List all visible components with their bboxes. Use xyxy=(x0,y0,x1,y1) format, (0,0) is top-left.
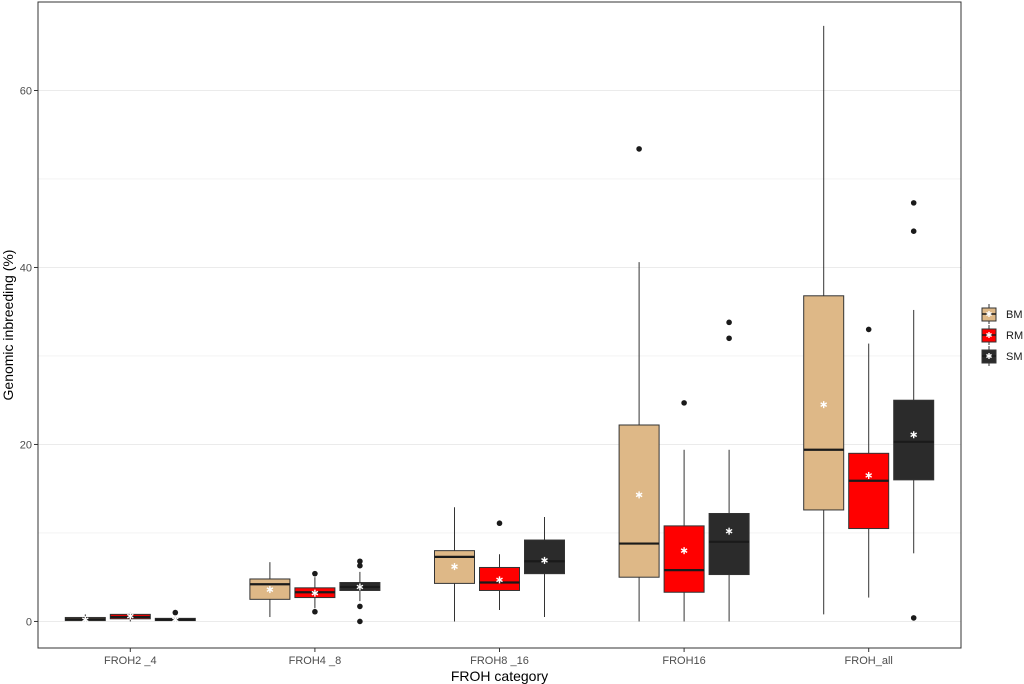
outlier-point xyxy=(910,200,917,206)
box-bm-3 xyxy=(618,146,660,622)
mean-marker-stroke xyxy=(451,564,458,569)
mean-marker xyxy=(266,586,274,594)
box-rm-4 xyxy=(848,326,890,598)
mean-marker-stroke xyxy=(311,590,319,596)
box-body xyxy=(848,452,890,530)
box-rm-3 xyxy=(663,400,705,622)
box-body xyxy=(524,539,565,575)
box-sm-3 xyxy=(708,319,750,622)
box-rm-0 xyxy=(109,612,151,622)
box-sm-4 xyxy=(893,200,935,621)
mean-marker xyxy=(725,527,733,535)
mean-marker-stroke xyxy=(725,528,733,534)
outlier-point xyxy=(312,608,318,615)
mean-marker-stroke xyxy=(356,584,364,590)
boxes xyxy=(64,25,935,625)
mean-marker xyxy=(910,431,918,439)
x-tick-label: FROH4 _8 xyxy=(289,655,342,667)
x-tick-label: FROH_all xyxy=(845,655,893,667)
x-tick-label: FROH2 _4 xyxy=(104,655,157,667)
mean-marker xyxy=(820,401,828,409)
mean-marker xyxy=(171,616,179,624)
legend-item-sm: SM xyxy=(981,346,1023,366)
outlier-point xyxy=(496,520,503,527)
mean-marker-stroke xyxy=(910,432,918,438)
mean-marker-stroke xyxy=(986,332,992,338)
outlier-point xyxy=(726,335,732,342)
legend-item-rm: RM xyxy=(981,325,1023,345)
outlier-point xyxy=(910,615,917,621)
mean-marker-stroke xyxy=(680,548,688,554)
mean-marker xyxy=(496,576,503,584)
x-tick-label: FROH8 _16 xyxy=(470,655,529,667)
box-body xyxy=(618,424,660,578)
mean-marker-stroke xyxy=(541,558,548,563)
mean-marker xyxy=(311,589,319,597)
x-tick-label: FROH16 xyxy=(662,655,705,667)
y-tick-label: 0 xyxy=(26,616,32,628)
mean-marker-stroke xyxy=(865,473,873,478)
mean-marker-stroke xyxy=(820,402,828,408)
mean-marker xyxy=(356,583,364,591)
box-bm-1 xyxy=(249,562,291,618)
outlier-point xyxy=(357,618,363,625)
box-body xyxy=(708,512,750,576)
mean-marker xyxy=(986,353,992,359)
outlier-point xyxy=(636,146,642,152)
box-bm-2 xyxy=(434,507,475,622)
box-rm-1 xyxy=(294,570,336,615)
outlier-point xyxy=(312,570,318,577)
legend-label: BM xyxy=(1006,309,1023,321)
mean-marker-stroke xyxy=(635,492,643,498)
box-sm-0 xyxy=(154,609,196,624)
outlier-point xyxy=(357,558,363,565)
mean-marker-stroke xyxy=(986,353,992,359)
mean-marker xyxy=(81,616,89,624)
outlier-point xyxy=(357,603,363,610)
box-body xyxy=(663,525,705,593)
mean-marker xyxy=(541,556,548,564)
box-rm-2 xyxy=(479,520,520,610)
y-tick-label: 20 xyxy=(20,439,32,451)
y-tick-label: 40 xyxy=(20,262,32,274)
mean-marker xyxy=(865,471,873,479)
mean-marker-stroke xyxy=(986,311,992,317)
mean-marker-stroke xyxy=(496,577,503,583)
mean-marker-stroke xyxy=(81,617,89,623)
outlier-point xyxy=(357,562,363,569)
mean-marker xyxy=(680,547,688,555)
legend-label: SM xyxy=(1006,351,1023,363)
axes: 0 20 40 60 FROH2 _4 FROH4 _8 FROH8 _16 FROH16 FR… xyxy=(20,85,893,667)
mean-marker xyxy=(451,563,458,571)
y-axis-title: Genomic inbreeding (%) xyxy=(0,250,16,401)
mean-marker xyxy=(126,612,134,620)
x-axis-title: FROH category xyxy=(451,668,548,684)
mean-marker xyxy=(986,311,992,317)
y-tick-label: 60 xyxy=(20,85,32,97)
mean-marker-stroke xyxy=(126,613,134,619)
gridlines xyxy=(38,89,961,622)
mean-marker-stroke xyxy=(266,587,274,592)
box-sm-1 xyxy=(339,558,381,625)
box-sm-2 xyxy=(524,517,565,618)
outlier-point xyxy=(172,609,179,616)
box-body xyxy=(893,399,935,481)
outlier-point xyxy=(910,228,917,234)
mean-marker xyxy=(635,491,643,499)
legend: BM RM SM xyxy=(981,304,1023,366)
outlier-point xyxy=(681,400,687,406)
legend-label: RM xyxy=(1006,330,1023,342)
mean-marker xyxy=(986,332,992,338)
legend-item-bm: BM xyxy=(981,304,1023,324)
box-bm-4 xyxy=(803,25,845,615)
outlier-point xyxy=(726,319,732,326)
mean-marker-stroke xyxy=(171,617,179,623)
box-bm-0 xyxy=(64,614,106,624)
outlier-point xyxy=(865,326,872,333)
